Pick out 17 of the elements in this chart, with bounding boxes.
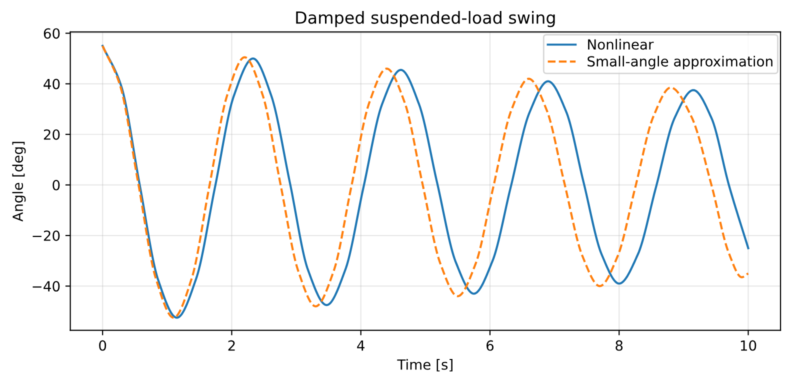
x-tick-label: 2 [228, 340, 235, 351]
y-tick-label: −20 [32, 230, 60, 241]
legend-label: Small-angle approximation [588, 56, 772, 70]
y-tick-label: 20 [44, 129, 60, 140]
y-tick-label: −40 [32, 281, 60, 292]
y-tick-label: 60 [44, 28, 60, 39]
x-tick-label: 4 [357, 340, 364, 351]
x-tick-label: 8 [616, 340, 623, 351]
x-tick-label: 10 [740, 340, 756, 351]
chart-title: Damped suspended-load swing [296, 10, 555, 28]
x-axis-title: Time [s] [397, 359, 452, 372]
x-tick-label: 6 [486, 340, 494, 351]
y-axis-title: Angle [deg] [12, 142, 26, 222]
y-tick-label: 0 [52, 180, 60, 190]
x-tick-label: 0 [99, 340, 106, 351]
legend-label: Nonlinear [588, 38, 654, 50]
y-tick-label: 40 [44, 78, 60, 90]
